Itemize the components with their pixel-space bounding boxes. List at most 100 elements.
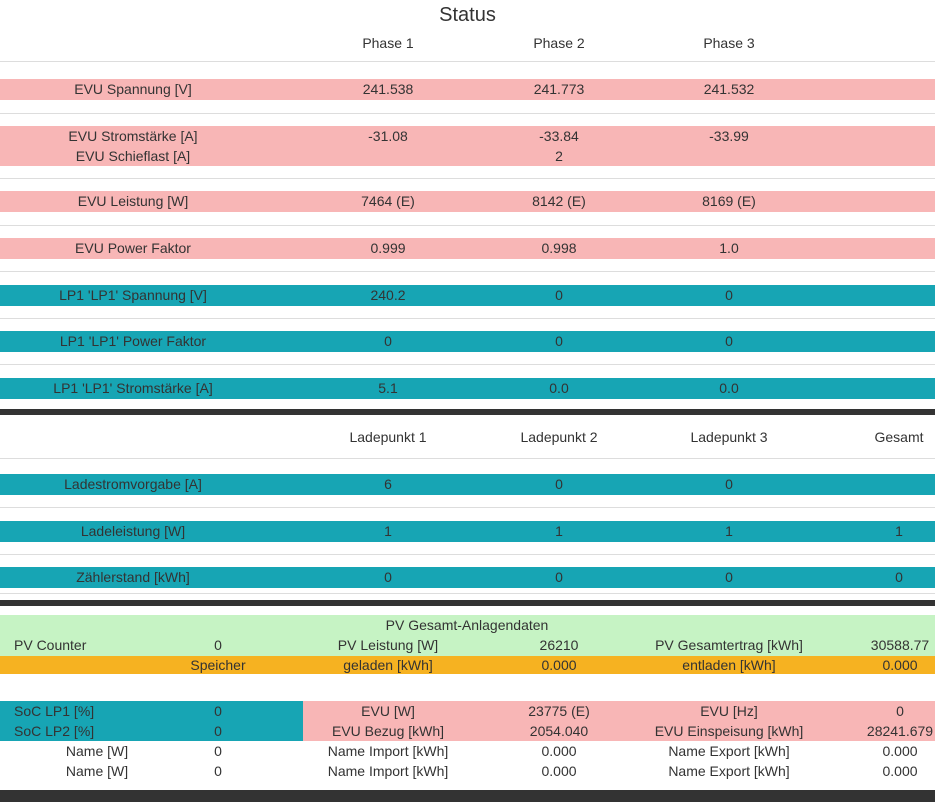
row-value-phase2: -33.84 [539,128,579,144]
column-header-ladepunkt1: Ladepunkt 1 [349,429,427,445]
evu-einspeisung-label: EVU Einspeisung [kWh] [654,723,804,739]
row-label: Ladestromvorgabe [A] [64,476,202,492]
row-label: LP1 'LP1' Spannung [V] [59,287,207,303]
row-value-gesamt: 1 [895,523,903,539]
row-lp1-power-faktor: LP1 'LP1' Power Faktor 0 0 0 [0,331,935,352]
row-value-phase2: 0 [555,287,563,303]
row-value-lp3: 0 [725,476,733,492]
row-value-phase3: 8169 (E) [702,193,756,209]
row-value-phase3: 241.532 [703,81,755,97]
speicher-entladen-value: 0.000 [882,657,918,673]
row-label: EVU Spannung [V] [74,81,192,97]
row-value-lp3: 1 [725,523,733,539]
teal-background-block [0,701,303,721]
divider [0,225,935,226]
pv-leistung-value: 26210 [539,637,579,653]
row-value-lp1: 6 [384,476,392,492]
name-import-value: 0.000 [541,763,577,779]
row-evu-leistung: EVU Leistung [W] 7464 (E) 8142 (E) 8169 … [0,191,935,212]
row-value-lp2: 0 [555,569,563,585]
pv-counter-value: 0 [214,637,222,653]
divider [0,178,935,179]
row-evu-stromstaerke: EVU Stromstärke [A] -31.08 -33.84 -33.99 [0,126,935,146]
divider [0,318,935,319]
divider [0,61,935,62]
soc-lp2-label: SoC LP2 [%] [14,723,95,739]
speicher-row: Speicher geladen [kWh] 0.000 entladen [k… [0,656,935,674]
name-import-value: 0.000 [541,743,577,759]
pink-background-block [303,721,935,741]
row-value-phase1: 5.1 [378,380,398,396]
name-import-label: Name Import [kWh] [327,763,449,779]
row-label: EVU Leistung [W] [77,193,189,209]
row-value-lp2: 0 [555,476,563,492]
row-value-phase1: 0.999 [370,240,406,256]
soc-lp1-label: SoC LP1 [%] [14,703,95,719]
name-export-label: Name Export [kWh] [668,763,790,779]
teal-background-block [0,721,303,741]
pv-section-heading: PV Gesamt-Anlagendaten [385,617,549,633]
section-separator-bar [0,600,935,606]
speicher-label: Speicher [190,657,246,673]
row-lp1-stromstaerke: LP1 'LP1' Stromstärke [A] 5.1 0.0 0.0 [0,378,935,399]
row-name-meter-1: Name [W] 0 Name Import [kWh] 0.000 Name … [0,741,935,761]
evu-hz-label: EVU [Hz] [700,703,758,719]
divider [0,113,935,114]
phase-header-row: Phase 1 Phase 2 Phase 3 [0,33,935,53]
row-value-lp1: 0 [384,569,392,585]
row-evu-power-faktor: EVU Power Faktor 0.999 0.998 1.0 [0,238,935,259]
row-value-phase2: 8142 (E) [532,193,586,209]
bottom-bar [0,790,935,802]
row-label: Ladeleistung [W] [80,523,186,539]
column-header-phase1: Phase 1 [362,35,414,51]
section-separator-bar [0,409,935,415]
row-value-phase1: 0 [384,333,392,349]
row-value-phase3: 0 [725,333,733,349]
row-value-phase3: 0 [725,287,733,303]
pv-gesamtertrag-value: 30588.77 [870,637,930,653]
name-export-label: Name Export [kWh] [668,743,790,759]
row-value-phase1: -31.08 [368,128,408,144]
speicher-geladen-value: 0.000 [541,657,577,673]
pv-gesamtertrag-label: PV Gesamtertrag [kWh] [655,637,803,653]
pv-data-row: PV Counter 0 PV Leistung [W] 26210 PV Ge… [0,635,935,656]
name-export-value: 0.000 [882,743,918,759]
name-w-label: Name [W] [65,763,129,779]
page-title: Status [439,4,496,26]
pv-counter-label: PV Counter [14,637,87,653]
chargepoint-header-row: Ladepunkt 1 Ladepunkt 2 Ladepunkt 3 Gesa… [0,427,935,447]
soc-lp2-value: 0 [214,723,222,739]
row-soc-lp2-evu-bezug: SoC LP2 [%] 0 EVU Bezug [kWh] 2054.040 E… [0,721,935,741]
pink-background-block [303,701,935,721]
name-w-value: 0 [214,743,222,759]
row-value-phase1: 241.538 [362,81,414,97]
row-value-phase2: 241.773 [533,81,585,97]
row-label: Zählerstand [kWh] [76,569,190,585]
divider [0,458,935,459]
row-evu-schieflast: EVU Schieflast [A] 2 [0,146,935,166]
name-import-label: Name Import [kWh] [327,743,449,759]
divider [0,364,935,365]
row-value-phase3: 1.0 [719,240,739,256]
row-value-phase2: 0.0 [549,380,569,396]
divider [0,507,935,508]
divider [0,554,935,555]
evu-bezug-label: EVU Bezug [kWh] [331,723,445,739]
column-header-ladepunkt3: Ladepunkt 3 [690,429,768,445]
row-value-phase2: 0.998 [541,240,577,256]
pv-heading-row: PV Gesamt-Anlagendaten [0,615,935,635]
evu-w-label: EVU [W] [361,703,415,719]
evu-bezug-value: 2054.040 [529,723,589,739]
divider [0,271,935,272]
divider [0,593,935,594]
column-header-phase2: Phase 2 [533,35,585,51]
row-value-phase1: 7464 (E) [361,193,415,209]
row-value-gesamt: 0 [895,569,903,585]
evu-einspeisung-value: 28241.679 [866,723,934,739]
row-value-lp2: 1 [555,523,563,539]
pv-leistung-label: PV Leistung [W] [337,637,439,653]
row-ladestromvorgabe: Ladestromvorgabe [A] 6 0 0 [0,474,935,495]
column-header-phase3: Phase 3 [703,35,755,51]
row-value-lp3: 0 [725,569,733,585]
